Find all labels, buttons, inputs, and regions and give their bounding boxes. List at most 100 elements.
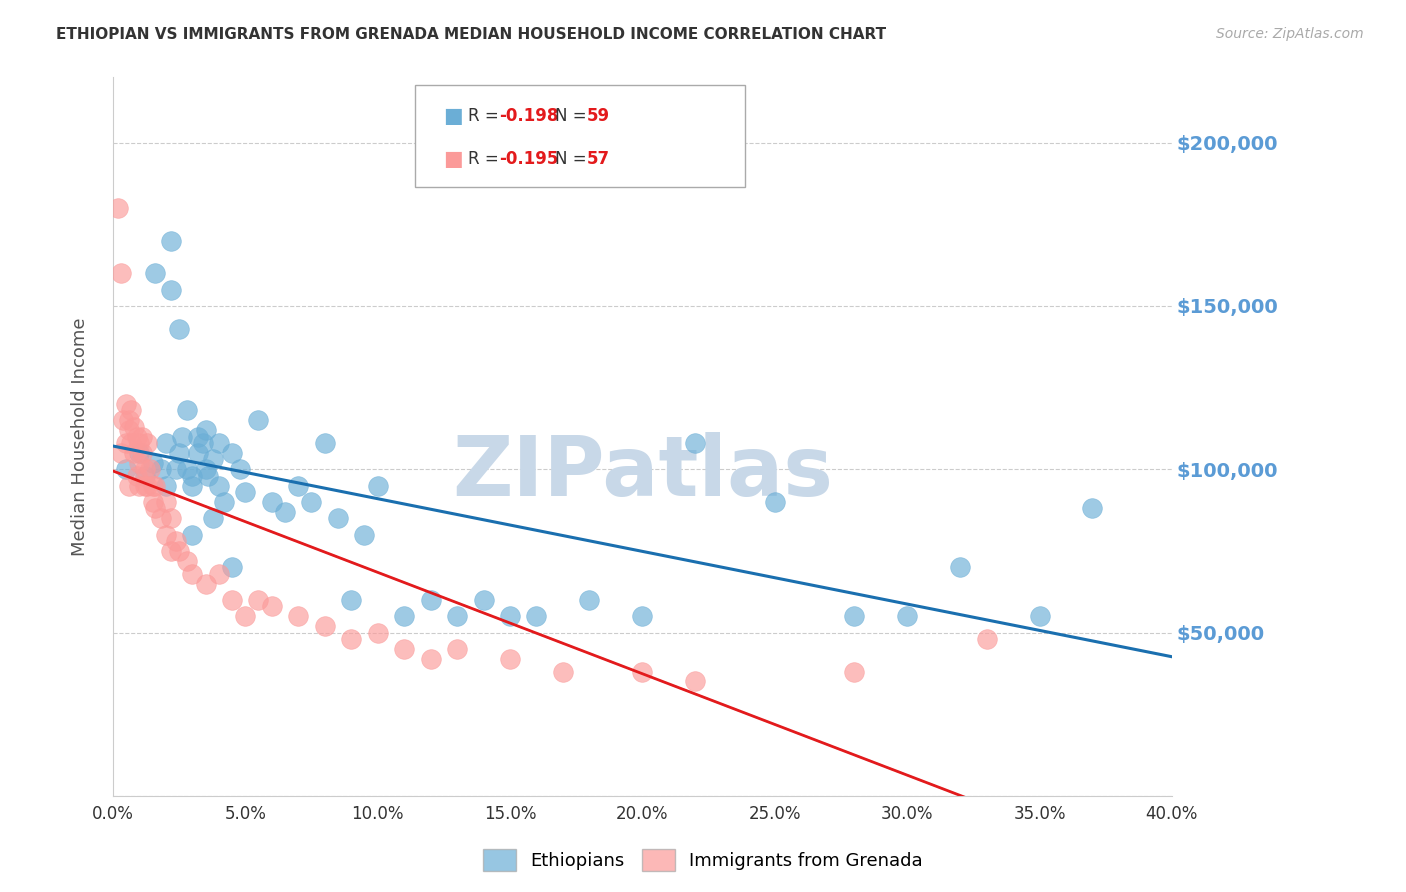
Point — [115, 462, 138, 476]
Point — [136, 436, 159, 450]
Point — [181, 478, 204, 492]
Point — [194, 462, 217, 476]
Point — [367, 478, 389, 492]
Point — [247, 413, 270, 427]
Text: ■: ■ — [443, 106, 463, 126]
Point — [287, 478, 309, 492]
Point — [112, 413, 135, 427]
Point — [142, 456, 165, 470]
Point — [181, 468, 204, 483]
Point — [392, 609, 415, 624]
Point — [128, 478, 150, 492]
Point — [160, 283, 183, 297]
Point — [181, 527, 204, 541]
Point — [170, 429, 193, 443]
Point — [685, 674, 707, 689]
Point — [110, 266, 132, 280]
Point — [176, 403, 198, 417]
Point — [299, 495, 322, 509]
Point — [120, 436, 142, 450]
Point — [221, 446, 243, 460]
Y-axis label: Median Household Income: Median Household Income — [72, 318, 89, 556]
Point — [122, 419, 145, 434]
Point — [143, 478, 166, 492]
Text: ZIPatlas: ZIPatlas — [451, 432, 832, 513]
Point — [107, 201, 129, 215]
Point — [260, 599, 283, 614]
Point — [167, 544, 190, 558]
Point — [122, 446, 145, 460]
Point — [155, 436, 177, 450]
Point — [155, 495, 177, 509]
Point — [128, 446, 150, 460]
Point — [120, 403, 142, 417]
Point — [314, 436, 336, 450]
Point — [160, 544, 183, 558]
Text: N =: N = — [555, 107, 592, 125]
Point — [118, 413, 141, 427]
Point — [118, 423, 141, 437]
Point — [221, 592, 243, 607]
Point — [136, 478, 159, 492]
Point — [212, 495, 235, 509]
Text: 57: 57 — [586, 150, 609, 168]
Point — [274, 505, 297, 519]
Point — [131, 429, 153, 443]
Point — [260, 495, 283, 509]
Point — [118, 478, 141, 492]
Text: R =: R = — [468, 107, 505, 125]
Point — [187, 429, 209, 443]
Point — [131, 446, 153, 460]
Point — [631, 665, 654, 679]
Point — [233, 485, 256, 500]
Point — [419, 651, 441, 665]
Text: N =: N = — [555, 150, 592, 168]
Legend: Ethiopians, Immigrants from Grenada: Ethiopians, Immigrants from Grenada — [475, 842, 931, 879]
Point — [340, 592, 363, 607]
Point — [149, 462, 172, 476]
Point — [155, 478, 177, 492]
Point — [233, 609, 256, 624]
Text: ETHIOPIAN VS IMMIGRANTS FROM GRENADA MEDIAN HOUSEHOLD INCOME CORRELATION CHART: ETHIOPIAN VS IMMIGRANTS FROM GRENADA MED… — [56, 27, 886, 42]
Point — [202, 452, 225, 467]
Point — [499, 651, 522, 665]
Point — [134, 468, 156, 483]
Point — [340, 632, 363, 646]
Point — [763, 495, 786, 509]
Point — [115, 397, 138, 411]
Point — [896, 609, 918, 624]
Text: ■: ■ — [443, 149, 463, 169]
Point — [221, 560, 243, 574]
Point — [139, 462, 162, 476]
Text: -0.198: -0.198 — [499, 107, 558, 125]
Point — [844, 609, 866, 624]
Point — [844, 665, 866, 679]
Point — [472, 592, 495, 607]
Text: -0.195: -0.195 — [499, 150, 558, 168]
Point — [187, 446, 209, 460]
Point — [353, 527, 375, 541]
Point — [208, 478, 231, 492]
Point — [685, 436, 707, 450]
Point — [155, 527, 177, 541]
Point — [446, 609, 468, 624]
Point — [326, 511, 349, 525]
Point — [165, 462, 187, 476]
Point — [125, 468, 148, 483]
Point — [128, 436, 150, 450]
Point — [115, 436, 138, 450]
Point — [160, 511, 183, 525]
Point — [160, 234, 183, 248]
Point — [149, 511, 172, 525]
Point — [142, 495, 165, 509]
Point — [143, 501, 166, 516]
Point — [167, 322, 190, 336]
Point — [143, 266, 166, 280]
Point — [976, 632, 998, 646]
Point — [181, 566, 204, 581]
Point — [142, 478, 165, 492]
Point — [419, 592, 441, 607]
Point — [191, 436, 214, 450]
Point — [499, 609, 522, 624]
Point — [247, 592, 270, 607]
